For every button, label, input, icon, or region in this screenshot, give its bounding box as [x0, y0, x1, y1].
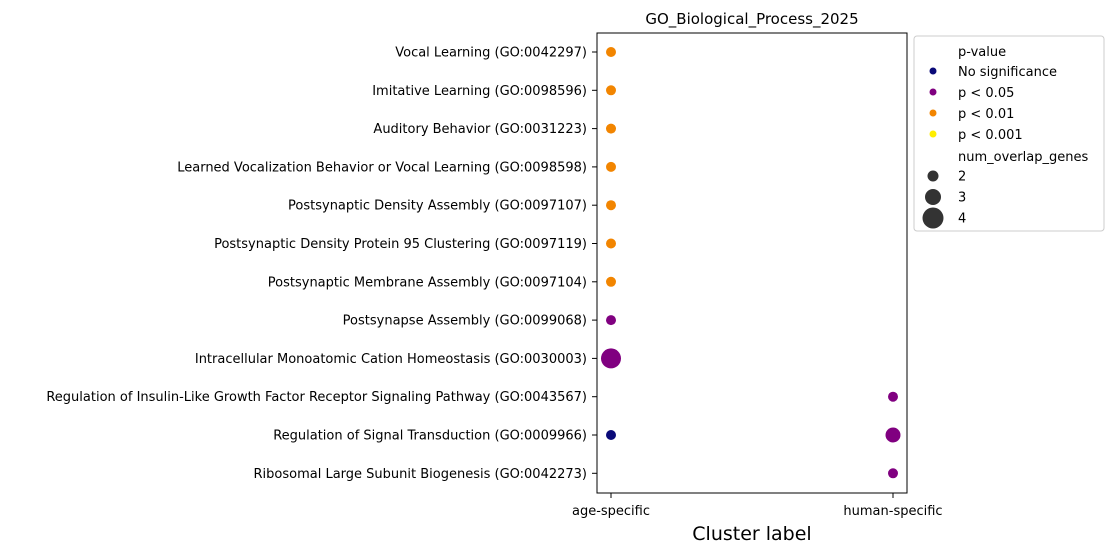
x-axis-label: Cluster label — [692, 523, 811, 545]
legend-frame — [913, 35, 1105, 232]
y-axis: Vocal Learning (GO:0042297) Imitative Lea… — [46, 46, 597, 482]
data-point — [606, 276, 616, 287]
data-point — [606, 161, 616, 172]
legend-size-marker — [925, 189, 941, 205]
legend-color-label: p < 0.05 — [958, 86, 1014, 101]
x-axis: age-specific human-specific — [572, 493, 943, 519]
legend-size-label: 4 — [958, 212, 966, 227]
legend-color-label: No significance — [958, 65, 1057, 80]
y-tick-label: Postsynaptic Density Assembly (GO:009710… — [288, 199, 587, 214]
legend-size-label: 2 — [958, 170, 966, 185]
legend-color-marker — [929, 109, 937, 117]
data-point — [885, 427, 901, 443]
y-tick-label: Postsynaptic Density Protein 95 Clusteri… — [214, 237, 587, 252]
data-point — [601, 348, 621, 369]
plot-frame — [596, 32, 908, 494]
legend-color-marker — [929, 88, 937, 96]
y-tick-label: Regulation of Insulin-Like Growth Factor… — [46, 390, 587, 405]
legend-color-marker — [929, 130, 937, 138]
chart-title: GO_Biological_Process_2025 — [645, 10, 858, 29]
y-tick-label: Imitative Learning (GO:0098596) — [372, 84, 587, 99]
legend-size-marker — [922, 207, 944, 229]
y-tick-label: Ribosomal Large Subunit Biogenesis (GO:0… — [254, 467, 587, 482]
legend-color-label: p < 0.01 — [958, 107, 1014, 122]
data-point — [606, 47, 616, 57]
y-tick-label: Postsynapse Assembly (GO:0099068) — [343, 314, 587, 329]
data-point — [888, 391, 898, 402]
legend-color-label: p < 0.001 — [958, 128, 1023, 143]
x-tick-label: human-specific — [843, 504, 942, 519]
data-point — [606, 85, 616, 96]
data-point — [606, 200, 616, 211]
legend-size-title: num_overlap_genes — [958, 150, 1088, 165]
y-tick-label: Regulation of Signal Transduction (GO:00… — [273, 429, 587, 444]
data-point — [888, 468, 898, 479]
y-tick-label: Intracellular Monoatomic Cation Homeosta… — [195, 352, 587, 367]
legend-size-marker — [927, 170, 939, 182]
y-tick-label: Postsynaptic Membrane Assembly (GO:00971… — [268, 275, 587, 290]
y-tick-label: Auditory Behavior (GO:0031223) — [373, 122, 587, 137]
legend-color-title: p-value — [958, 45, 1006, 60]
data-point — [606, 430, 616, 440]
y-tick-label: Vocal Learning (GO:0042297) — [395, 46, 587, 61]
data-point — [606, 123, 616, 134]
data-point — [606, 315, 616, 326]
data-points — [601, 47, 901, 479]
y-tick-label: Learned Vocalization Behavior or Vocal L… — [177, 160, 587, 175]
legend-color-marker — [929, 67, 937, 75]
legend-size-label: 3 — [958, 191, 966, 206]
legend: p-value No significance p < 0.05 p < 0.01 p… — [913, 35, 1105, 232]
x-tick-label: age-specific — [572, 504, 650, 519]
data-point — [606, 238, 616, 249]
